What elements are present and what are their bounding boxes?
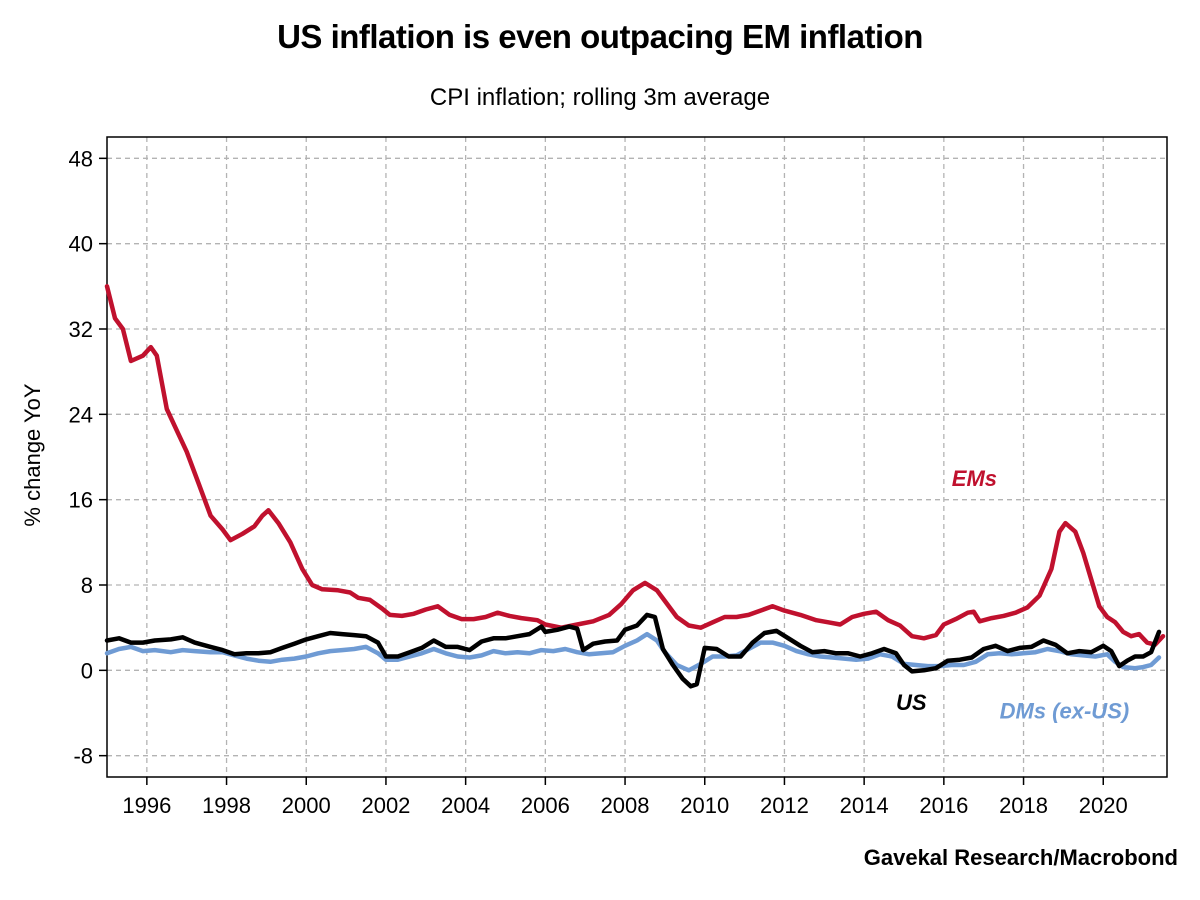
x-tick-label: 1998	[202, 793, 251, 818]
source-credit: Gavekal Research/Macrobond	[863, 845, 1178, 870]
x-tick-label: 2010	[680, 793, 729, 818]
x-tick-label: 2006	[521, 793, 570, 818]
x-tick-label: 2014	[840, 793, 889, 818]
x-tick-label: 2016	[919, 793, 968, 818]
plot-frame	[106, 136, 1168, 778]
y-tick-label: 0	[81, 658, 93, 683]
y-tick-label: 32	[69, 317, 93, 342]
series-label-ems: EMs	[952, 466, 997, 491]
x-tick-label: 2008	[601, 793, 650, 818]
x-tick-label: 1996	[122, 793, 171, 818]
y-tick-label: 48	[69, 146, 93, 171]
y-tick-label: 16	[69, 488, 93, 513]
axes: -8 0 8 16 24 32 40 48 1996 1998 2000 2002 2004 2006 20…	[69, 136, 1168, 818]
x-tick-label: 2004	[441, 793, 490, 818]
chart-title: US inflation is even outpacing EM inflat…	[277, 18, 923, 55]
series-line-us	[104, 612, 1162, 689]
x-tick-label: 2018	[999, 793, 1048, 818]
series-labels: EMs US DMs (ex-US)	[896, 466, 1129, 724]
y-tick-label: 40	[69, 232, 93, 257]
x-tick-label: 2002	[361, 793, 410, 818]
series-label-dms-ex-us: DMs (ex-US)	[1000, 698, 1130, 723]
x-tick-label: 2000	[282, 793, 331, 818]
chart-subtitle: CPI inflation; rolling 3m average	[429, 84, 771, 111]
y-tick-label: 24	[69, 402, 93, 427]
y-tick-label: -8	[73, 744, 93, 769]
series-line-dms-ex-us	[104, 631, 1162, 673]
x-tick-label: 2012	[760, 793, 809, 818]
series-lines	[104, 284, 1166, 689]
series-line-ems	[104, 284, 1166, 647]
grid-lines	[107, 137, 1167, 777]
y-tick-label: 8	[81, 573, 93, 598]
series-label-us: US	[896, 690, 927, 715]
x-tick-label: 2020	[1079, 793, 1128, 818]
y-axis-label: % change YoY	[20, 383, 45, 526]
